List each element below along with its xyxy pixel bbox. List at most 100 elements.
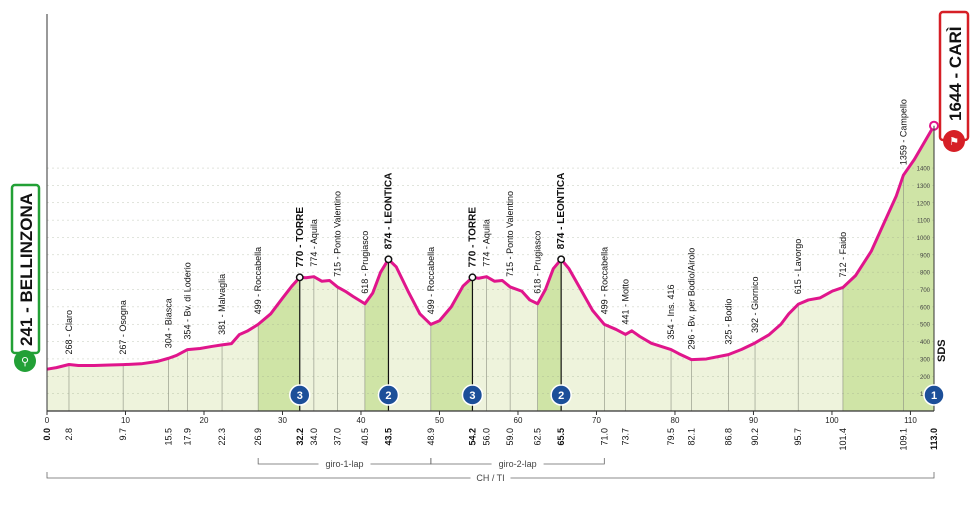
waypoint-km-label: 26.9 [253, 428, 263, 446]
altitude-tick-label: 1000 [917, 236, 931, 242]
country-bracket-right [510, 472, 935, 479]
lap-label: giro-2-lap [499, 459, 537, 469]
altitude-tick-label: 1100 [917, 219, 931, 225]
waypoint-label: 774 - Aquila [482, 219, 492, 267]
waypoint-km-label: 0.0 [42, 428, 52, 441]
lap-bracket-left [257, 458, 319, 465]
waypoint-label: 1359 - Campello [898, 99, 908, 165]
x-tick-label: 0 [45, 416, 50, 425]
waypoint-km-label: 101.4 [838, 428, 848, 451]
altitude-tick-label: 1300 [917, 184, 931, 190]
waypoint-km-label: 65.5 [556, 428, 566, 446]
profile-line-layer [46, 120, 939, 371]
climb-area-4 [537, 259, 562, 411]
lap-bracket-right [370, 458, 432, 465]
x-tick-label: 30 [278, 416, 287, 425]
waypoint-label: 874 - LEONTICA [556, 173, 567, 250]
country-bracket-left [46, 472, 471, 479]
waypoint-label: 874 - LEONTICA [383, 173, 394, 250]
altitude-tick-label: 1200 [917, 201, 931, 207]
waypoint-km-label: 17.9 [183, 428, 193, 446]
x-tick-label: 90 [749, 416, 758, 425]
waypoint-label: 296 - Bv. per Bodio/Airolo [686, 248, 696, 350]
waypoint-km-label: 40.5 [360, 428, 370, 446]
waypoint-km-label: 59.0 [505, 428, 515, 446]
altitude-tick-label: 900 [920, 253, 931, 259]
lap-bracket-left [430, 458, 492, 465]
country-label: CH / TI [476, 473, 504, 483]
altitude-tick-label: 500 [920, 323, 931, 329]
category-badge-label: 1 [931, 390, 937, 402]
waypoint-km-label: 71.0 [599, 428, 609, 446]
waypoint-km-label: 90.2 [750, 428, 760, 446]
waypoint-label: 392 - Giornico [750, 276, 760, 333]
waypoint-km-label: 9.7 [118, 428, 128, 441]
climb-category-badges: 3 2 3 2 1 [289, 384, 945, 406]
waypoint-label: 499 - Roccabella [599, 247, 609, 315]
waypoint-km-label: 56.0 [482, 428, 492, 446]
waypoint-km-label: 54.2 [467, 428, 477, 446]
climb-area-5 [842, 125, 934, 411]
x-tick-label: 70 [592, 416, 601, 425]
sponsor-mark: SDS [936, 339, 948, 362]
waypoint-km-label: 109.1 [898, 428, 908, 451]
waypoint-km-label: 15.5 [164, 428, 174, 446]
category-badge-label: 3 [469, 390, 475, 402]
category-badge-3 [461, 384, 484, 406]
waypoint-km-label: 86.8 [723, 428, 733, 446]
waypoint-km-label: 113.0 [929, 428, 939, 450]
x-tick-label: 60 [514, 416, 523, 425]
x-tick-label: 50 [435, 416, 444, 425]
start-marker: 241 - BELLINZONA ⚲ [10, 183, 41, 372]
waypoint-km-label: 82.1 [686, 428, 696, 446]
waypoint-label: 615 - Lavorgo [793, 239, 803, 295]
altitude-tick-label: 300 [920, 357, 931, 363]
x-tick-label: 100 [825, 416, 839, 425]
axes-layer: 0 10 20 30 40 50 60 70 80 90 100 110 [45, 14, 935, 425]
waypoint-km-label: 43.5 [383, 428, 393, 446]
waypoint-km-label: 2.8 [64, 428, 74, 441]
waypoint-label: 441 - Motto [621, 279, 631, 325]
finish-flag-icon [943, 130, 965, 152]
waypoint-label: 770 - TORRE [467, 207, 478, 268]
waypoint-label: 354 - Bv. di Loderio [183, 262, 193, 339]
waypoint-km-label: 32.2 [295, 428, 305, 446]
category-badge-1 [289, 384, 311, 406]
waypoint-km-label: 62.5 [533, 428, 543, 446]
waypoint-label: 715 - Ponto Valentino [505, 191, 515, 277]
waypoint-label: 770 - TORRE [295, 207, 306, 268]
x-tick-label: 20 [200, 416, 209, 425]
waypoint-label: 618 - Prugiasco [533, 231, 543, 294]
category-badge-2 [377, 384, 400, 406]
lap-label: giro-1-lap [325, 459, 363, 469]
waypoint-label: 304 - Biasca [164, 298, 174, 348]
summit-marker [468, 273, 477, 282]
category-badge-label: 2 [385, 390, 391, 402]
waypoint-km-label: 73.7 [621, 428, 631, 446]
waypoint-label: 381 - Malvaglia [217, 274, 227, 335]
waypoint-label: 499 - Roccabella [426, 247, 436, 315]
category-badge-4 [550, 384, 572, 406]
x-tick-label: 110 [904, 416, 917, 425]
waypoint-km-label: 48.9 [426, 428, 436, 446]
waypoint-label: 618 - Prugiasco [360, 231, 370, 294]
altitude-tick-label: 800 [920, 271, 931, 277]
waypoint-km-label: 95.7 [793, 428, 803, 446]
category-badge-5 [923, 384, 945, 406]
finish-label: 1644 - CARÌ [946, 27, 965, 121]
category-badge-label: 2 [558, 390, 564, 402]
bottom-annotations: giro-1-lap giro-2-lap CH / TI [46, 458, 935, 483]
start-label: 241 - BELLINZONA [17, 193, 36, 346]
summit-marker [557, 255, 566, 264]
summit-marker [295, 273, 304, 282]
waypoint-label: 267 - Osogna [118, 300, 128, 355]
waypoint-km-label: 34.0 [309, 428, 319, 446]
waypoint-km-label: 37.0 [332, 428, 342, 446]
summit-marker [384, 255, 393, 264]
climb-area-3 [430, 277, 473, 411]
altitude-tick-label: 400 [920, 340, 931, 346]
waypoint-km-label: 22.3 [217, 428, 227, 446]
climb-area-1 [258, 277, 300, 411]
